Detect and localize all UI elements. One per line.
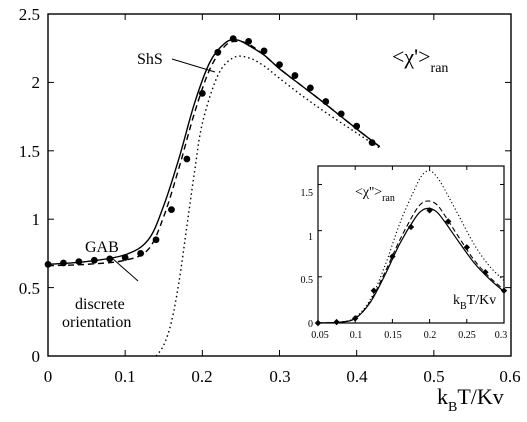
main-x-tick-label: 0.6 xyxy=(499,367,520,386)
discrete-orientation-label-line1: discrete xyxy=(75,296,125,313)
data-point xyxy=(245,37,253,45)
shs-label: ShS xyxy=(137,51,163,68)
data-point xyxy=(260,47,268,55)
inset-x-axis-label: kBT/Kv xyxy=(453,293,496,312)
data-point xyxy=(121,254,129,261)
inset-x-tick-label: 0.2 xyxy=(424,330,437,341)
inset-series-discrete-line xyxy=(317,170,505,324)
main-x-tick-label: 0.3 xyxy=(269,367,290,386)
inset-y-tick-label: 0.5 xyxy=(301,275,314,286)
inset-x-tick-label: 0.05 xyxy=(311,330,329,341)
inset-chart-annotation: <χ''>ran xyxy=(355,185,395,204)
main-x-tick-label: 0.4 xyxy=(346,367,368,386)
inset-annotation-main: <χ''> xyxy=(355,185,382,200)
main-y-tick-label: 0 xyxy=(32,347,41,366)
data-point xyxy=(75,258,83,266)
main-y-tick-label: 1.5 xyxy=(19,142,40,161)
inset-y-tick-labels: 0 0.5 1 1.5 xyxy=(301,188,314,330)
data-point xyxy=(276,61,283,69)
gab-label-pointer xyxy=(111,257,139,282)
inset-y-tick-label: 1 xyxy=(308,232,313,243)
data-point xyxy=(168,206,175,214)
main-chart-annotation: <χ'>ran xyxy=(392,44,448,76)
main-y-tick-label: 2.5 xyxy=(19,5,40,24)
gab-label: GAB xyxy=(85,239,119,256)
inset-plot-frame xyxy=(317,165,505,324)
data-point xyxy=(352,315,359,322)
inset-x-tick-label: 0.15 xyxy=(384,330,402,341)
main-x-tick-label: 0.2 xyxy=(191,367,212,386)
data-point xyxy=(500,287,508,294)
discrete-orientation-label-line2: orientation xyxy=(62,314,131,331)
inset-x-tick-label: 0.3 xyxy=(495,330,508,341)
main-y-tick-labels: 0 0.5 1 1.5 2 2.5 xyxy=(19,5,40,366)
data-point xyxy=(353,122,361,130)
main-annotation-main: <χ'> xyxy=(392,44,431,69)
data-point xyxy=(137,250,145,257)
data-point xyxy=(314,319,322,327)
data-point xyxy=(333,318,340,326)
main-x-tick-label: 0.5 xyxy=(423,367,444,386)
main-x-axis-label-sub: B xyxy=(448,400,457,415)
inset-series-data-markers xyxy=(314,207,508,327)
inset-x-axis-label-rest: T/Kv xyxy=(467,293,497,308)
shs-label-pointer xyxy=(171,58,216,73)
data-point xyxy=(389,253,396,260)
inset-x-axis-label-k: k xyxy=(453,293,460,308)
data-point xyxy=(445,218,452,225)
data-point xyxy=(106,255,114,263)
data-point xyxy=(214,48,222,56)
data-point xyxy=(60,259,67,267)
data-point xyxy=(463,244,470,251)
main-x-tick-label: 0 xyxy=(44,367,53,386)
data-point xyxy=(426,207,433,214)
main-x-axis-label-k: k xyxy=(437,384,448,409)
data-point xyxy=(152,236,160,244)
data-point xyxy=(44,260,52,268)
main-annotation-sub: ran xyxy=(431,61,449,76)
data-point xyxy=(368,139,376,146)
main-axis-ticks xyxy=(47,13,512,357)
main-x-axis-label: kBT/Kv xyxy=(437,384,504,415)
main-x-tick-labels: 0 0.1 0.2 0.3 0.4 0.5 0.6 xyxy=(44,367,521,386)
main-x-tick-label: 0.1 xyxy=(114,367,135,386)
data-point xyxy=(291,72,299,79)
data-point xyxy=(198,89,206,97)
data-point xyxy=(337,110,345,118)
data-point xyxy=(482,269,489,276)
main-series-data-markers xyxy=(44,35,376,268)
data-point xyxy=(183,155,191,163)
data-point xyxy=(370,287,377,294)
main-y-tick-label: 1 xyxy=(32,210,41,229)
data-point xyxy=(229,35,237,43)
inset-x-tick-label: 0.25 xyxy=(458,330,476,341)
inset-y-tick-label: 0 xyxy=(308,319,313,330)
data-point xyxy=(90,256,98,264)
inset-y-tick-label: 1.5 xyxy=(301,188,314,199)
main-y-tick-label: 2 xyxy=(32,73,41,92)
data-point xyxy=(306,84,314,92)
inset-series-gab-line xyxy=(317,200,505,324)
inset-x-tick-labels: 0.05 0.1 0.15 0.2 0.25 0.3 xyxy=(311,330,507,341)
main-y-tick-label: 0.5 xyxy=(19,279,40,298)
inset-annotation-sub: ran xyxy=(382,193,395,204)
inset-x-tick-label: 0.1 xyxy=(350,330,363,341)
data-point xyxy=(407,223,415,231)
data-point xyxy=(322,98,330,105)
inset-x-axis-label-sub: B xyxy=(460,301,467,312)
main-x-axis-label-rest: T/Kv xyxy=(457,384,503,409)
